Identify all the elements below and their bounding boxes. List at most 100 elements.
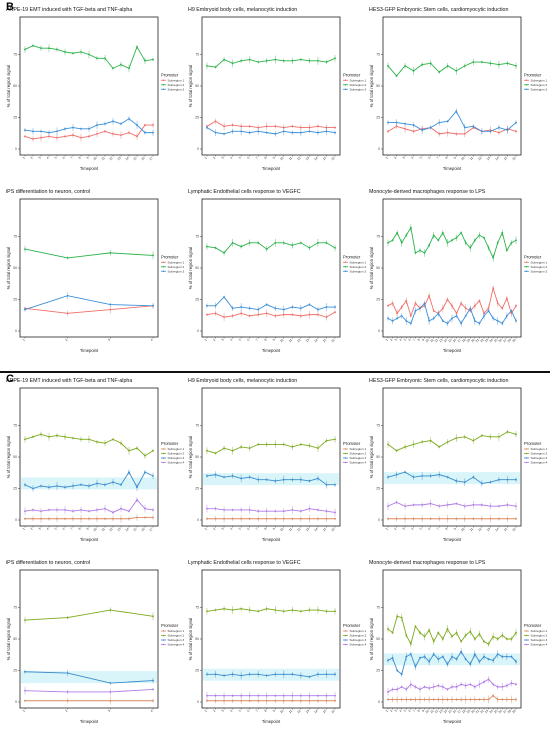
data-point bbox=[24, 248, 26, 251]
data-point bbox=[472, 517, 475, 520]
legend-entry: Subregion 3 bbox=[524, 456, 547, 460]
data-point bbox=[88, 53, 90, 56]
data-point bbox=[510, 241, 513, 244]
data-point bbox=[463, 517, 466, 520]
data-point bbox=[32, 487, 34, 490]
data-point bbox=[223, 509, 225, 511]
data-point bbox=[144, 454, 146, 457]
x-tick-label: 15 bbox=[322, 527, 327, 532]
data-point bbox=[498, 126, 500, 129]
legend-marker bbox=[162, 643, 165, 646]
data-point bbox=[24, 438, 26, 441]
legend-entry: Subregion 4 bbox=[524, 461, 547, 465]
data-point bbox=[421, 440, 424, 443]
data-point bbox=[88, 135, 90, 138]
x-tick-label: 4 bbox=[398, 709, 402, 713]
data-point bbox=[428, 320, 431, 322]
x-tick-label: 3 bbox=[221, 156, 225, 160]
legend-entry: Subregion 2 bbox=[343, 83, 366, 87]
confidence-band bbox=[203, 473, 339, 486]
legend-entry: Subregion 4 bbox=[343, 643, 366, 647]
x-tick-label: 13 bbox=[305, 709, 310, 714]
data-point bbox=[48, 435, 50, 438]
data-point bbox=[96, 132, 98, 135]
x-tick-label: 12 bbox=[477, 527, 482, 532]
chart-panel-10: iPS differentiation to neuron, control 0 2… bbox=[6, 560, 184, 724]
data-point bbox=[223, 316, 225, 319]
legend-entry: Subregion 1 bbox=[161, 78, 184, 82]
x-tick-label: 1 bbox=[204, 527, 208, 531]
y-tick-label: 0 bbox=[378, 700, 380, 704]
data-point bbox=[515, 121, 517, 124]
data-point bbox=[387, 691, 389, 693]
plot-area bbox=[201, 16, 341, 156]
x-tick-label: 2 bbox=[30, 527, 34, 531]
data-point bbox=[400, 616, 403, 619]
chart-panel-5: Lymphatic Endothelial cells response to … bbox=[188, 189, 366, 353]
chart-panel-9: HES3-GFP Embryonic Stem cells, cardiomyo… bbox=[369, 378, 547, 542]
y-axis-label: % of total region signal bbox=[6, 618, 11, 660]
data-point bbox=[88, 517, 90, 520]
data-point bbox=[325, 694, 328, 697]
data-point bbox=[501, 231, 504, 234]
legend-marker bbox=[344, 88, 347, 91]
legend-marker bbox=[525, 79, 528, 82]
y-tick-label: 0 bbox=[378, 147, 380, 151]
data-point bbox=[515, 517, 517, 520]
data-point bbox=[282, 510, 285, 513]
series-line bbox=[388, 110, 517, 132]
data-point bbox=[400, 685, 403, 688]
x-tick-label: 14 bbox=[494, 156, 499, 161]
data-point bbox=[325, 130, 328, 133]
x-tick-label: 15 bbox=[132, 527, 137, 532]
data-point bbox=[334, 483, 336, 486]
data-point bbox=[214, 131, 217, 134]
data-point bbox=[80, 509, 82, 511]
data-point bbox=[40, 136, 42, 139]
x-tick-label: 13 bbox=[116, 527, 121, 532]
y-tick-label: 25 bbox=[376, 669, 380, 673]
data-point bbox=[515, 130, 517, 133]
legend-marker bbox=[162, 630, 165, 632]
data-point bbox=[496, 653, 499, 656]
data-point bbox=[223, 476, 225, 479]
series-1 bbox=[387, 693, 517, 704]
data-point bbox=[223, 58, 225, 61]
data-point bbox=[248, 241, 251, 244]
data-point bbox=[48, 135, 50, 138]
data-point bbox=[455, 698, 458, 701]
data-point bbox=[240, 59, 243, 62]
data-point bbox=[214, 517, 217, 520]
data-point bbox=[463, 505, 466, 508]
data-point bbox=[460, 640, 463, 643]
legend-entry: Subregion 2 bbox=[161, 265, 184, 269]
x-tick-label: 13 bbox=[486, 527, 491, 532]
data-point bbox=[473, 653, 476, 656]
x-tick-label: 3 bbox=[38, 156, 42, 160]
data-point bbox=[469, 246, 472, 249]
x-tick-label: 2 bbox=[64, 338, 68, 342]
data-point bbox=[391, 320, 394, 322]
x-tick-label: 23 bbox=[484, 709, 489, 714]
data-point bbox=[419, 631, 421, 634]
data-point bbox=[472, 476, 475, 479]
data-point bbox=[299, 307, 302, 310]
x-tick-label: 5 bbox=[54, 156, 58, 160]
data-point bbox=[291, 244, 294, 247]
x-tick-label: 8 bbox=[263, 338, 267, 342]
data-point bbox=[489, 435, 492, 438]
legend-label: Subregion 3 bbox=[531, 638, 548, 642]
data-point bbox=[112, 438, 114, 441]
legend-label: Subregion 3 bbox=[350, 87, 367, 91]
data-point bbox=[334, 511, 336, 514]
data-point bbox=[72, 126, 74, 129]
x-tick-label: 27 bbox=[502, 709, 507, 714]
data-point bbox=[391, 698, 394, 701]
data-point bbox=[96, 517, 98, 520]
data-point bbox=[104, 122, 106, 125]
x-tick-label: 11 bbox=[288, 338, 293, 343]
data-point bbox=[463, 435, 466, 438]
data-point bbox=[414, 302, 417, 305]
data-point bbox=[437, 631, 440, 634]
chart-title: ARPE-19 EMT induced with TGF-beta and TN… bbox=[6, 378, 132, 384]
